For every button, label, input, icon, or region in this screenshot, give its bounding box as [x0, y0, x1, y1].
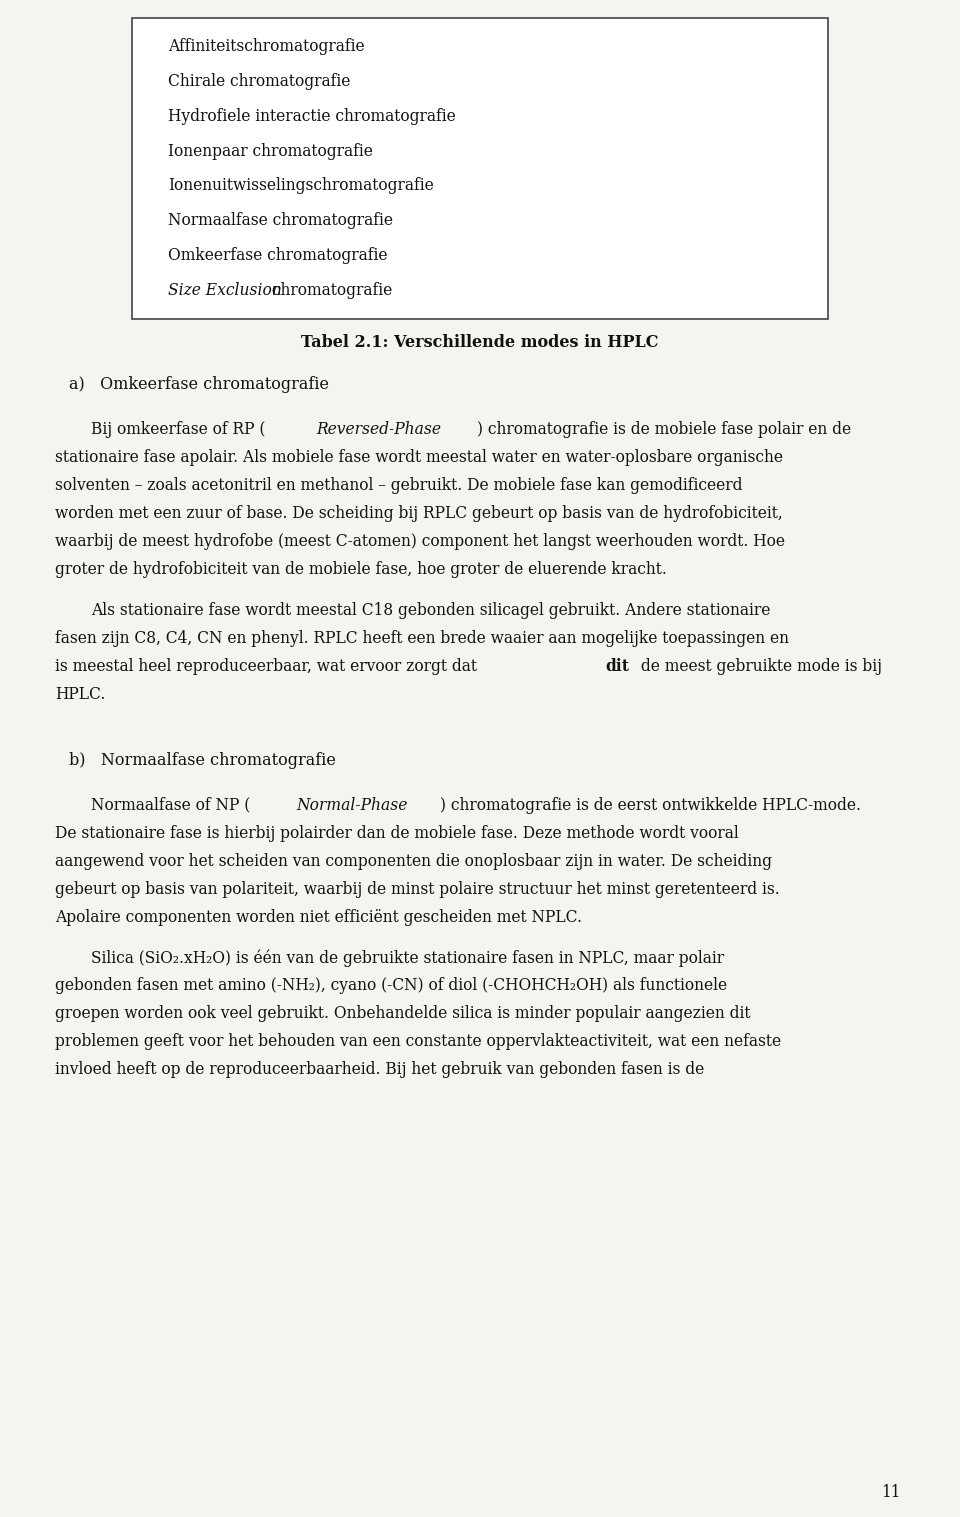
Text: worden met een zuur of base. De scheiding bij RPLC gebeurt op basis van de hydro: worden met een zuur of base. De scheidin… [55, 505, 782, 522]
Text: stationaire fase apolair. Als mobiele fase wordt meestal water en water-oplosbar: stationaire fase apolair. Als mobiele fa… [55, 449, 782, 466]
Text: Omkeerfase chromatografie: Omkeerfase chromatografie [168, 247, 388, 264]
Text: fasen zijn C8, C4, CN en phenyl. RPLC heeft een brede waaier aan mogelijke toepa: fasen zijn C8, C4, CN en phenyl. RPLC he… [55, 630, 789, 646]
Text: Normaalfase chromatografie: Normaalfase chromatografie [168, 212, 393, 229]
Text: ) chromatografie is de mobiele fase polair en de: ) chromatografie is de mobiele fase pola… [477, 422, 852, 438]
Bar [132, 18, 828, 319]
Text: Apolaire componenten worden niet efficiënt gescheiden met NPLC.: Apolaire componenten worden niet efficië… [55, 909, 582, 925]
Text: groter de hydrofobiciteit van de mobiele fase, hoe groter de eluerende kracht.: groter de hydrofobiciteit van de mobiele… [55, 561, 666, 578]
Text: HPLC.: HPLC. [55, 686, 105, 702]
Text: b)   Normaalfase chromatografie: b) Normaalfase chromatografie [69, 752, 336, 769]
Text: chromatografie: chromatografie [267, 282, 392, 299]
Text: a)   Omkeerfase chromatografie: a) Omkeerfase chromatografie [69, 376, 329, 393]
Text: de meest gebruikte mode is bij: de meest gebruikte mode is bij [636, 658, 882, 675]
Text: gebonden fasen met amino (-NH₂), cyano (-CN) of diol (-CHOHCH₂OH) als functionel: gebonden fasen met amino (-NH₂), cyano (… [55, 977, 727, 994]
Text: Reversed-Phase: Reversed-Phase [316, 422, 442, 438]
Text: solventen – zoals acetonitril en methanol – gebruikt. De mobiele fase kan gemodi: solventen – zoals acetonitril en methano… [55, 478, 742, 495]
Text: ) chromatografie is de eerst ontwikkelde HPLC-mode.: ) chromatografie is de eerst ontwikkelde… [441, 796, 861, 813]
Text: Normaalfase of NP (: Normaalfase of NP ( [91, 796, 251, 813]
Text: problemen geeft voor het behouden van een constante oppervlakteactiviteit, wat e: problemen geeft voor het behouden van ee… [55, 1033, 780, 1050]
Text: dit: dit [606, 658, 630, 675]
Text: Ionenpaar chromatografie: Ionenpaar chromatografie [168, 143, 372, 159]
Text: Ionenuitwisselingschromatografie: Ionenuitwisselingschromatografie [168, 177, 434, 194]
Text: is meestal heel reproduceerbaar, wat ervoor zorgt dat: is meestal heel reproduceerbaar, wat erv… [55, 658, 482, 675]
Text: Bij omkeerfase of RP (: Bij omkeerfase of RP ( [91, 422, 266, 438]
Text: groepen worden ook veel gebruikt. Onbehandelde silica is minder populair aangezi: groepen worden ook veel gebruikt. Onbeha… [55, 1006, 750, 1022]
Text: 11: 11 [881, 1484, 900, 1500]
Text: Hydrofiele interactie chromatografie: Hydrofiele interactie chromatografie [168, 108, 456, 124]
Text: Normal-Phase: Normal-Phase [297, 796, 408, 813]
Text: De stationaire fase is hierbij polairder dan de mobiele fase. Deze methode wordt: De stationaire fase is hierbij polairder… [55, 825, 738, 842]
Text: Size Exclusion: Size Exclusion [168, 282, 282, 299]
Text: gebeurt op basis van polariteit, waarbij de minst polaire structuur het minst ge: gebeurt op basis van polariteit, waarbij… [55, 881, 780, 898]
Text: Als stationaire fase wordt meestal C18 gebonden silicagel gebruikt. Andere stati: Als stationaire fase wordt meestal C18 g… [91, 602, 771, 619]
Text: Silica (SiO₂.xH₂O) is één van de gebruikte stationaire fasen in NPLC, maar polai: Silica (SiO₂.xH₂O) is één van de gebruik… [91, 950, 725, 966]
Text: Tabel 2.1: Verschillende modes in HPLC: Tabel 2.1: Verschillende modes in HPLC [301, 334, 659, 350]
Text: aangewend voor het scheiden van componenten die onoplosbaar zijn in water. De sc: aangewend voor het scheiden van componen… [55, 853, 772, 869]
Text: Chirale chromatografie: Chirale chromatografie [168, 73, 350, 90]
Text: Affiniteitschromatografie: Affiniteitschromatografie [168, 38, 365, 55]
Text: waarbij de meest hydrofobe (meest C-atomen) component het langst weerhouden word: waarbij de meest hydrofobe (meest C-atom… [55, 534, 784, 551]
Text: invloed heeft op de reproduceerbaarheid. Bij het gebruik van gebonden fasen is d: invloed heeft op de reproduceerbaarheid.… [55, 1062, 704, 1079]
